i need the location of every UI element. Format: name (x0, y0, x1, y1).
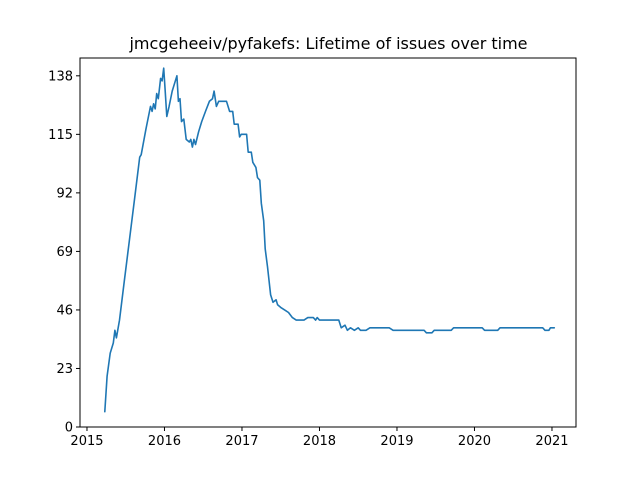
y-tick-label: 115 (48, 128, 73, 143)
x-tick-label: 2017 (225, 434, 258, 449)
x-tick-label: 2016 (148, 434, 181, 449)
x-tick-label: 2021 (535, 434, 568, 449)
y-tick-label: 23 (56, 362, 73, 377)
y-tick-label: 138 (48, 69, 73, 84)
series-layer (104, 67, 556, 413)
x-tick-label: 2015 (70, 434, 103, 449)
series-line-0 (104, 67, 556, 413)
y-tick-label: 46 (56, 303, 73, 318)
y-tick-label: 0 (65, 421, 73, 436)
plot-frame (79, 57, 577, 428)
chart-title: jmcgeheeiv/pyfakefs: Lifetime of issues … (128, 34, 527, 53)
x-tick-label: 2019 (380, 434, 413, 449)
y-axis: 0 23 46 69 92 115 138 (48, 69, 80, 436)
x-axis: 2015 2016 2017 2018 2019 2020 2021 (70, 427, 569, 449)
x-tick-label: 2020 (458, 434, 491, 449)
y-tick-label: 92 (56, 186, 73, 201)
plot-background (80, 58, 576, 427)
y-tick-label: 69 (56, 245, 73, 260)
plot-area (79, 57, 577, 428)
x-tick-label: 2018 (303, 434, 336, 449)
